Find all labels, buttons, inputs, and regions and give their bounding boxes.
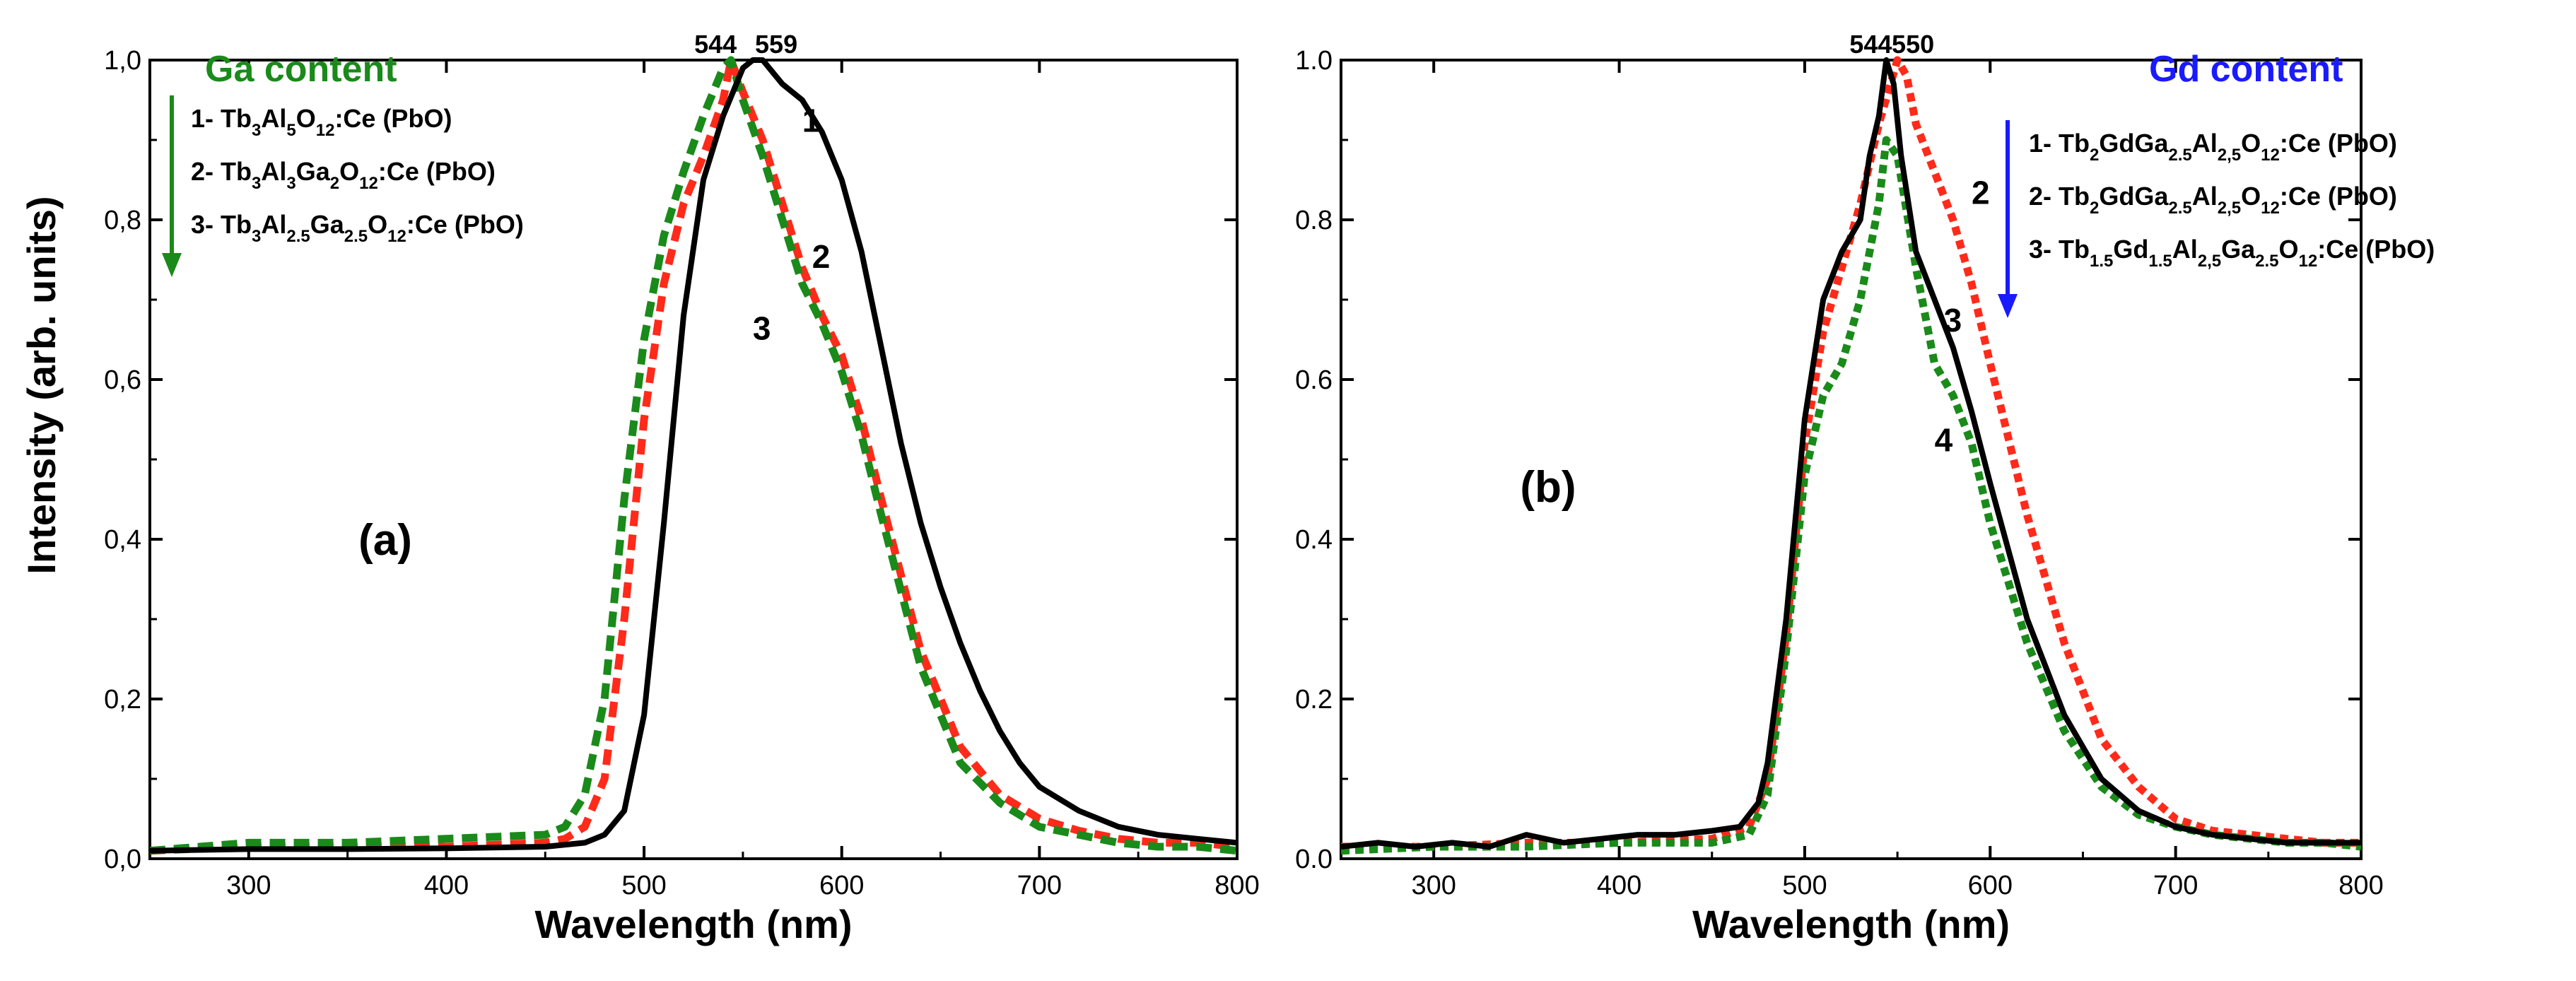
y-tick-label: 0.0 bbox=[1295, 845, 1333, 874]
series-line-1 bbox=[150, 57, 1237, 854]
x-tick-label: 400 bbox=[1597, 871, 1641, 900]
y-tick-label: 0,0 bbox=[104, 845, 141, 874]
legend-entry: 3- Tb3Al2.5Ga2.5O12:Ce (PbO) bbox=[191, 210, 524, 246]
legend-entry: 2- Tb2GdGa2.5Al2,5O12:Ce (PbO) bbox=[2029, 182, 2397, 218]
panel-label: (a) bbox=[358, 516, 412, 565]
x-tick-label: 800 bbox=[2338, 871, 2383, 900]
y-tick-label: 0,6 bbox=[104, 365, 141, 395]
down-arrow-icon bbox=[1998, 294, 2018, 318]
x-tick-label: 500 bbox=[1782, 871, 1827, 900]
legend-title: Ga content bbox=[205, 49, 397, 90]
legend-entry: 3- Tb1.5Gd1.5Al2,5Ga2.5O12:Ce (PbO) bbox=[2029, 235, 2435, 271]
legend-entry: 2- Tb3Al3Ga2O12:Ce (PbO) bbox=[191, 157, 496, 193]
curve-number-label: 2 bbox=[812, 238, 831, 275]
legend-entry: 1- Tb3Al5O12:Ce (PbO) bbox=[191, 104, 452, 140]
y-tick-label: 0.6 bbox=[1295, 365, 1333, 395]
y-tick-label: 0.8 bbox=[1295, 206, 1333, 235]
x-tick-label: 800 bbox=[1214, 871, 1259, 900]
y-tick-label: 0,2 bbox=[104, 685, 141, 715]
y-tick-label: 0.4 bbox=[1295, 525, 1333, 555]
x-tick-label: 400 bbox=[424, 871, 469, 900]
series-line-1 bbox=[1341, 57, 2361, 850]
series-line-3 bbox=[1341, 136, 2361, 855]
curve-number-label: 3 bbox=[1944, 302, 1962, 339]
y-tick-label: 0,4 bbox=[104, 525, 141, 555]
x-tick-label: 300 bbox=[1411, 871, 1456, 900]
y-tick-label: 0,8 bbox=[104, 206, 141, 235]
y-tick-label: 0.2 bbox=[1295, 685, 1333, 715]
x-tick-label: 600 bbox=[1968, 871, 2013, 900]
legend-entry: 1- Tb2GdGa2.5Al2,5O12:Ce (PbO) bbox=[2029, 129, 2397, 165]
y-tick-label: 1.0 bbox=[1295, 46, 1333, 76]
panel-label: (b) bbox=[1520, 463, 1576, 512]
down-arrow-icon bbox=[162, 253, 182, 277]
x-tick-label: 500 bbox=[621, 871, 666, 900]
curve-number-label: 2 bbox=[1972, 174, 1990, 211]
x-axis-title: Wavelength (nm) bbox=[1692, 902, 2010, 946]
curve-number-label: 3 bbox=[753, 310, 771, 347]
peak-label: 544 bbox=[694, 30, 737, 59]
panel-b-chart: 300 400 500 600 700 800 0.0 0.2 0.4 0.6 0.8 1.0 Wave… bbox=[1295, 30, 2435, 946]
curve-number-label: 4 bbox=[1935, 422, 1953, 459]
curve-number-label: 1 bbox=[802, 102, 821, 139]
peak-label: 550 bbox=[1892, 30, 1934, 59]
plot-frame bbox=[1340, 59, 2363, 860]
x-tick-label: 300 bbox=[226, 871, 271, 900]
series-line-2 bbox=[150, 56, 1237, 855]
peak-label: 559 bbox=[755, 30, 797, 59]
x-tick-label: 600 bbox=[819, 871, 864, 900]
peak-label: 544 bbox=[1849, 30, 1892, 59]
legend-title: Gd content bbox=[2149, 49, 2343, 90]
panel-a-chart: 300 400 500 600 700 800 0,0 0,2 0,4 0,6 0,8 1,0 Wave… bbox=[104, 30, 1260, 946]
x-axis-title: Wavelength (nm) bbox=[534, 902, 852, 946]
x-tick-label: 700 bbox=[2153, 871, 2198, 900]
y-tick-label: 1,0 bbox=[104, 46, 141, 76]
series-line-3 bbox=[150, 56, 1237, 855]
x-tick-label: 700 bbox=[1017, 871, 1062, 900]
series-line-2 bbox=[1341, 56, 2361, 851]
y-axis-title: Intensity (arb. units) bbox=[19, 196, 64, 574]
